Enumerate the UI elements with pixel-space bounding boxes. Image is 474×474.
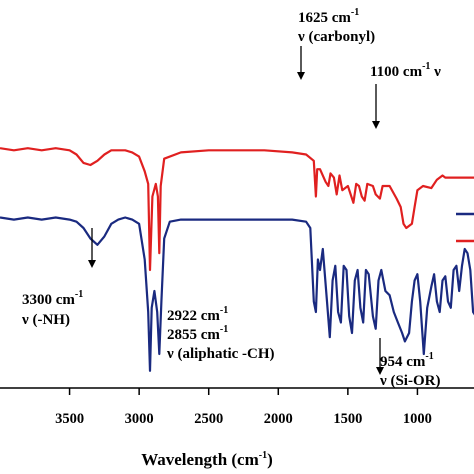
- x-tick-label: 2500: [194, 411, 223, 427]
- series-line-2: [0, 216, 474, 372]
- annotation-arrowhead: [297, 72, 305, 80]
- x-tick-label: 3000: [125, 411, 154, 427]
- annotation-text: 2922 cm-1: [167, 305, 228, 324]
- x-axis: 350030002500200015001000500: [0, 387, 474, 427]
- annotation-text: ν (carbonyl): [297, 29, 375, 45]
- annotation-text: ν (aliphatic -CH): [166, 346, 275, 362]
- annotation-text: 3300 cm-1: [22, 289, 83, 308]
- annotation-arrowhead: [372, 121, 380, 129]
- series-layer: [0, 147, 474, 372]
- x-axis-label: Wavelength (cm-1): [141, 450, 273, 469]
- x-tick-label: 3500: [55, 411, 84, 427]
- x-tick-label: 2000: [264, 411, 293, 427]
- annotation-text: ν (-NH): [21, 312, 70, 328]
- annotations: 1625 cm-1 ν (carbonyl) 1100 cm-1 ν 3300 cm-…: [21, 7, 441, 389]
- x-tick-label: 1500: [333, 411, 362, 427]
- annotation-1100: 1100 cm-1 ν: [370, 61, 441, 129]
- annotation-text: 1625 cm-1: [298, 7, 359, 26]
- annotation-3300: 3300 cm-1 ν (-NH): [21, 228, 96, 328]
- x-tick-label: 1000: [403, 411, 432, 427]
- annotation-text: 1100 cm-1 ν: [370, 61, 441, 80]
- annotation-arrowhead: [376, 367, 384, 375]
- annotation-1625: 1625 cm-1 ν (carbonyl): [297, 7, 375, 80]
- legend: [456, 212, 474, 243]
- series-line-1: [0, 147, 474, 272]
- annotation-arrowhead: [88, 260, 96, 268]
- annotation-text: 2855 cm-1: [167, 324, 228, 343]
- annotation-text: 954 cm-1: [380, 351, 434, 370]
- annotation-text: ν (Si-OR): [379, 373, 440, 389]
- annotation-954: 954 cm-1 ν (Si-OR): [376, 338, 440, 389]
